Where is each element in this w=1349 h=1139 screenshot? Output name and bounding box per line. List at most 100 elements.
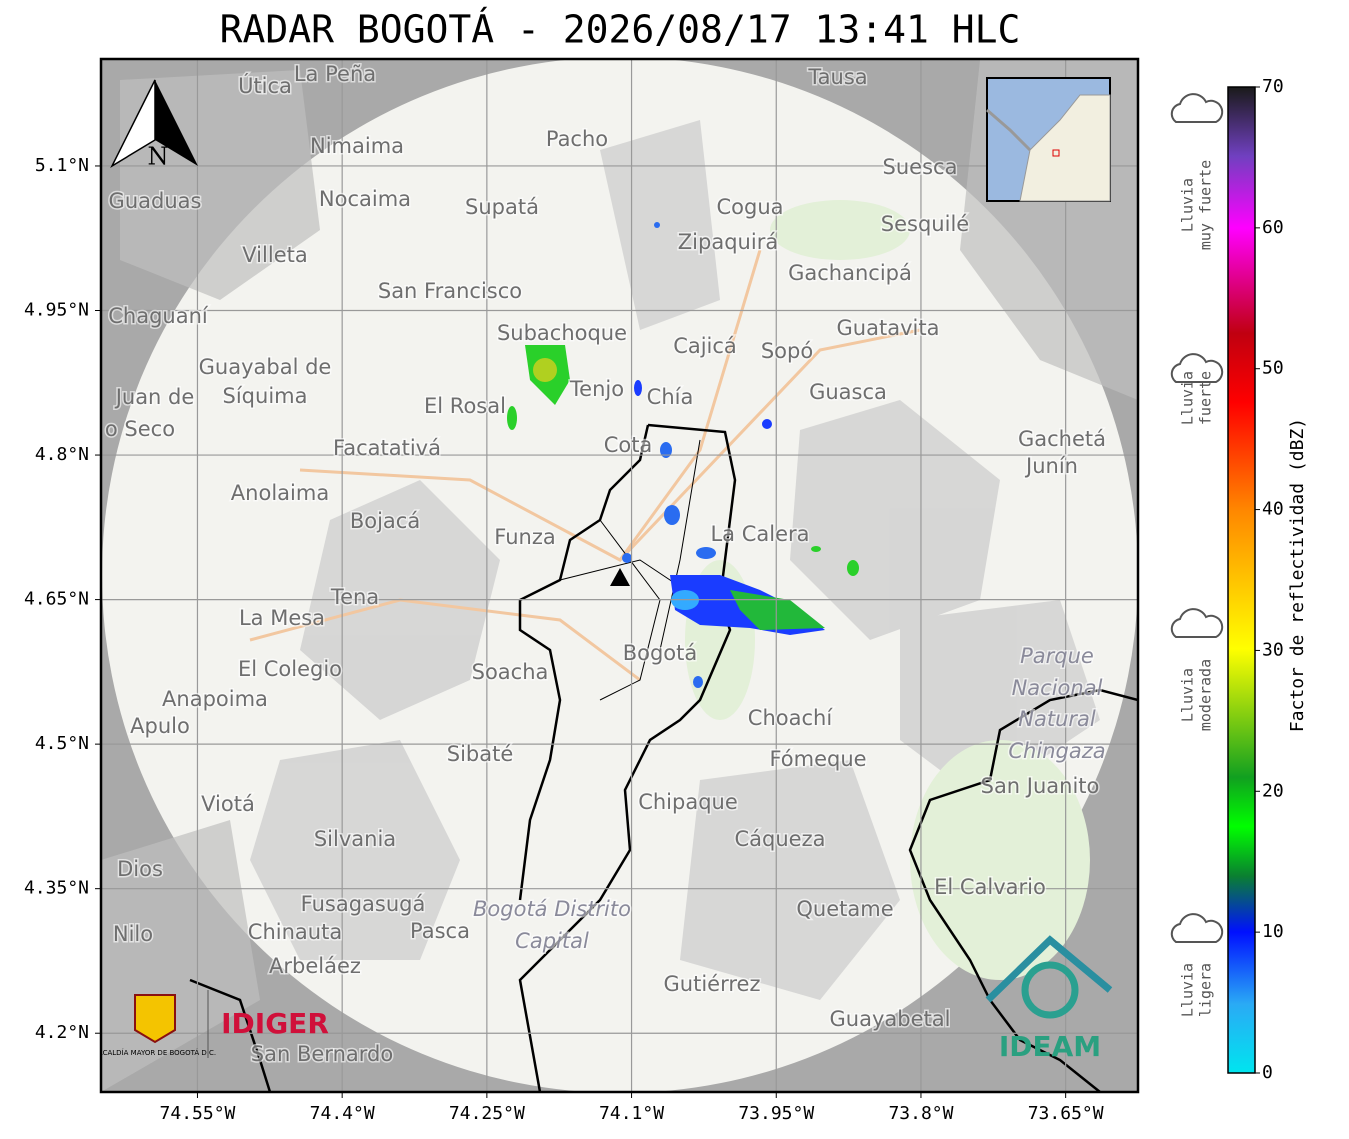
place-label: Quetame bbox=[796, 897, 893, 921]
north-label: N bbox=[148, 143, 169, 171]
place-label: Anolaima bbox=[231, 481, 329, 505]
rain-category-label: muy fuerte bbox=[1197, 160, 1215, 250]
place-label: Fusagasugá bbox=[301, 892, 426, 916]
colorbar-label: Factor de reflectividad (dBZ) bbox=[1287, 418, 1308, 732]
cloud-icon bbox=[1170, 353, 1224, 383]
place-label: Cota bbox=[604, 433, 653, 457]
place-label: Pasca bbox=[410, 919, 470, 943]
map-frame bbox=[99, 57, 1140, 1094]
alcaldia-label: ALCALDÍA MAYOR DE BOGOTÁ D.C. bbox=[94, 1048, 216, 1057]
y-tick-label: 4.35°N bbox=[24, 878, 89, 899]
x-tick-label: 74.55°W bbox=[160, 1103, 236, 1124]
place-label: Parque bbox=[1020, 644, 1094, 668]
place-label: Soacha bbox=[472, 660, 549, 684]
place-label: El Colegio bbox=[238, 657, 342, 681]
place-label: Villeta bbox=[242, 243, 307, 267]
rain-category-label: Lluvia bbox=[1179, 371, 1197, 425]
place-label: Guayabetal bbox=[830, 1007, 951, 1031]
place-label: Gutiérrez bbox=[664, 972, 761, 996]
x-tick-label: 73.8°W bbox=[888, 1103, 953, 1124]
inset-map bbox=[986, 77, 1111, 202]
logo-alcaldia: ALCALDÍA MAYOR DE BOGOTÁ D.C. IDIGER bbox=[94, 990, 329, 1058]
colorbar-tick-label: 30 bbox=[1262, 639, 1284, 660]
colorbar-axis: 0 10 20 30 40 50 60 70 bbox=[1255, 76, 1284, 1083]
rain-category: Lluvia fuerte bbox=[1170, 353, 1224, 425]
x-tick-label: 74.1°W bbox=[599, 1103, 664, 1124]
colorbar-tick-label: 60 bbox=[1262, 217, 1284, 238]
rain-category-label: Lluvia bbox=[1179, 668, 1197, 722]
place-label: Chipaque bbox=[638, 790, 738, 814]
place-label: Cogua bbox=[716, 195, 783, 219]
place-label: Bojacá bbox=[350, 509, 420, 533]
cloud-icon bbox=[1170, 913, 1224, 943]
cloud-icon bbox=[1170, 93, 1224, 123]
y-tick-label: 5.1°N bbox=[35, 155, 89, 176]
roads bbox=[249, 249, 921, 682]
y-tick-label: 4.95°N bbox=[24, 300, 89, 321]
place-label: Facatativá bbox=[333, 436, 441, 460]
colorbar-tick-label: 0 bbox=[1262, 1062, 1273, 1083]
title: RADAR BOGOTÁ - 2026/08/17 13:41 HLC bbox=[220, 8, 1021, 52]
colorbar bbox=[1227, 86, 1256, 1074]
place-label: Sopó bbox=[761, 339, 813, 363]
logo-ideam: IDEAM bbox=[985, 935, 1113, 1063]
place-label: Subachoque bbox=[497, 321, 627, 345]
place-label: La Peña bbox=[294, 62, 376, 86]
x-tick-label: 73.65°W bbox=[1028, 1103, 1104, 1124]
rain-category-label: Lluvia bbox=[1179, 963, 1197, 1017]
place-label: Arbeláez bbox=[269, 954, 361, 978]
place-label: El Rosal bbox=[424, 394, 506, 418]
place-label: Cáqueza bbox=[735, 827, 826, 851]
place-label: Chía bbox=[647, 385, 694, 409]
place-label: Funza bbox=[494, 525, 555, 549]
place-label: Gachetá bbox=[1018, 427, 1106, 451]
place-label: Guayabal de bbox=[199, 355, 332, 379]
place-label: Tena bbox=[330, 585, 379, 609]
x-tick-label: 74.4°W bbox=[310, 1103, 375, 1124]
colorbar-tick-label: 50 bbox=[1262, 358, 1284, 379]
place-label: Sibaté bbox=[447, 742, 514, 766]
place-label: Suesca bbox=[883, 155, 958, 179]
place-label: San Francisco bbox=[378, 279, 522, 303]
place-label: Tausa bbox=[807, 65, 867, 89]
place-label: Bogotá bbox=[623, 641, 698, 665]
place-label: Síquima bbox=[223, 384, 308, 408]
ideam-label: IDEAM bbox=[999, 1030, 1101, 1063]
place-label: Capital bbox=[515, 929, 589, 953]
place-label: Fómeque bbox=[769, 747, 866, 771]
place-label: Nocaima bbox=[319, 187, 411, 211]
north-arrow: N bbox=[110, 79, 198, 171]
rain-category: Lluvia muy fuerte bbox=[1170, 93, 1224, 250]
place-label: Juan de bbox=[114, 385, 195, 409]
place-label: Nilo bbox=[113, 922, 153, 946]
colorbar-tick-label: 70 bbox=[1262, 76, 1284, 97]
rain-category: Lluvia ligera bbox=[1170, 913, 1224, 1017]
place-label: Natural bbox=[1018, 707, 1096, 731]
rain-category-label: ligera bbox=[1197, 963, 1215, 1017]
colorbar-tick-label: 40 bbox=[1262, 499, 1284, 520]
place-label: Dios bbox=[117, 857, 163, 881]
rain-category-label: Lluvia bbox=[1179, 178, 1197, 232]
radar-echoes bbox=[507, 222, 859, 688]
axes: 74.55°W 74.4°W 74.25°W 74.1°W 73.95°W 73.8°W 7… bbox=[24, 155, 1104, 1124]
cloud-icon bbox=[1170, 608, 1224, 638]
place-label: Supatá bbox=[465, 195, 539, 219]
y-tick-label: 4.65°N bbox=[24, 589, 89, 610]
place-label: Viotá bbox=[201, 792, 255, 816]
place-label: El Calvario bbox=[934, 875, 1046, 899]
place-label: Guasca bbox=[809, 380, 887, 404]
idiger-label: IDIGER bbox=[221, 1007, 329, 1040]
place-label: Tenjo bbox=[569, 377, 624, 401]
rain-category: Lluvia moderada bbox=[1170, 608, 1224, 731]
place-label: Zipaquirá bbox=[678, 230, 778, 254]
radar-site bbox=[610, 568, 630, 586]
place-label: Guaduas bbox=[109, 189, 202, 213]
place-label: Nacional bbox=[1012, 676, 1103, 700]
place-label: Silvania bbox=[314, 827, 396, 851]
place-label: Apulo bbox=[130, 714, 190, 738]
place-label: Sesquilé bbox=[881, 212, 969, 236]
place-label: Gachancipá bbox=[788, 261, 912, 285]
place-label: Pacho bbox=[546, 127, 608, 151]
